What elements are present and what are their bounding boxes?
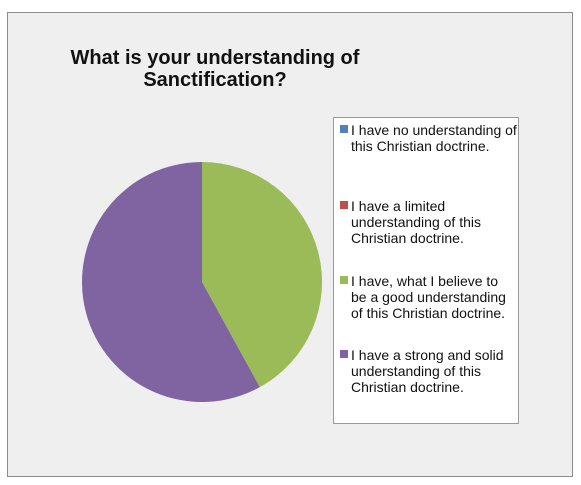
legend-label: I have a limited understanding of this C… (351, 198, 481, 246)
legend: I have no understanding of this Christia… (333, 117, 519, 424)
legend-label: I have a strong and solid understanding … (351, 347, 504, 395)
pie-slice-2 (202, 162, 323, 388)
legend-swatch (340, 125, 348, 133)
legend-label: I have no understanding of this Christia… (351, 122, 517, 154)
pie-chart (82, 162, 323, 402)
legend-swatch (340, 276, 348, 284)
chart-title: What is your understanding of Sanctifica… (60, 47, 370, 91)
pie-slice-3 (82, 162, 260, 402)
legend-swatch (340, 350, 348, 358)
legend-label: I have, what I believe to be a good unde… (351, 273, 506, 321)
chart-title-line-2: Sanctification? (143, 69, 287, 91)
chart-title-line-1: What is your understanding of (70, 47, 360, 69)
legend-swatch (340, 201, 348, 209)
